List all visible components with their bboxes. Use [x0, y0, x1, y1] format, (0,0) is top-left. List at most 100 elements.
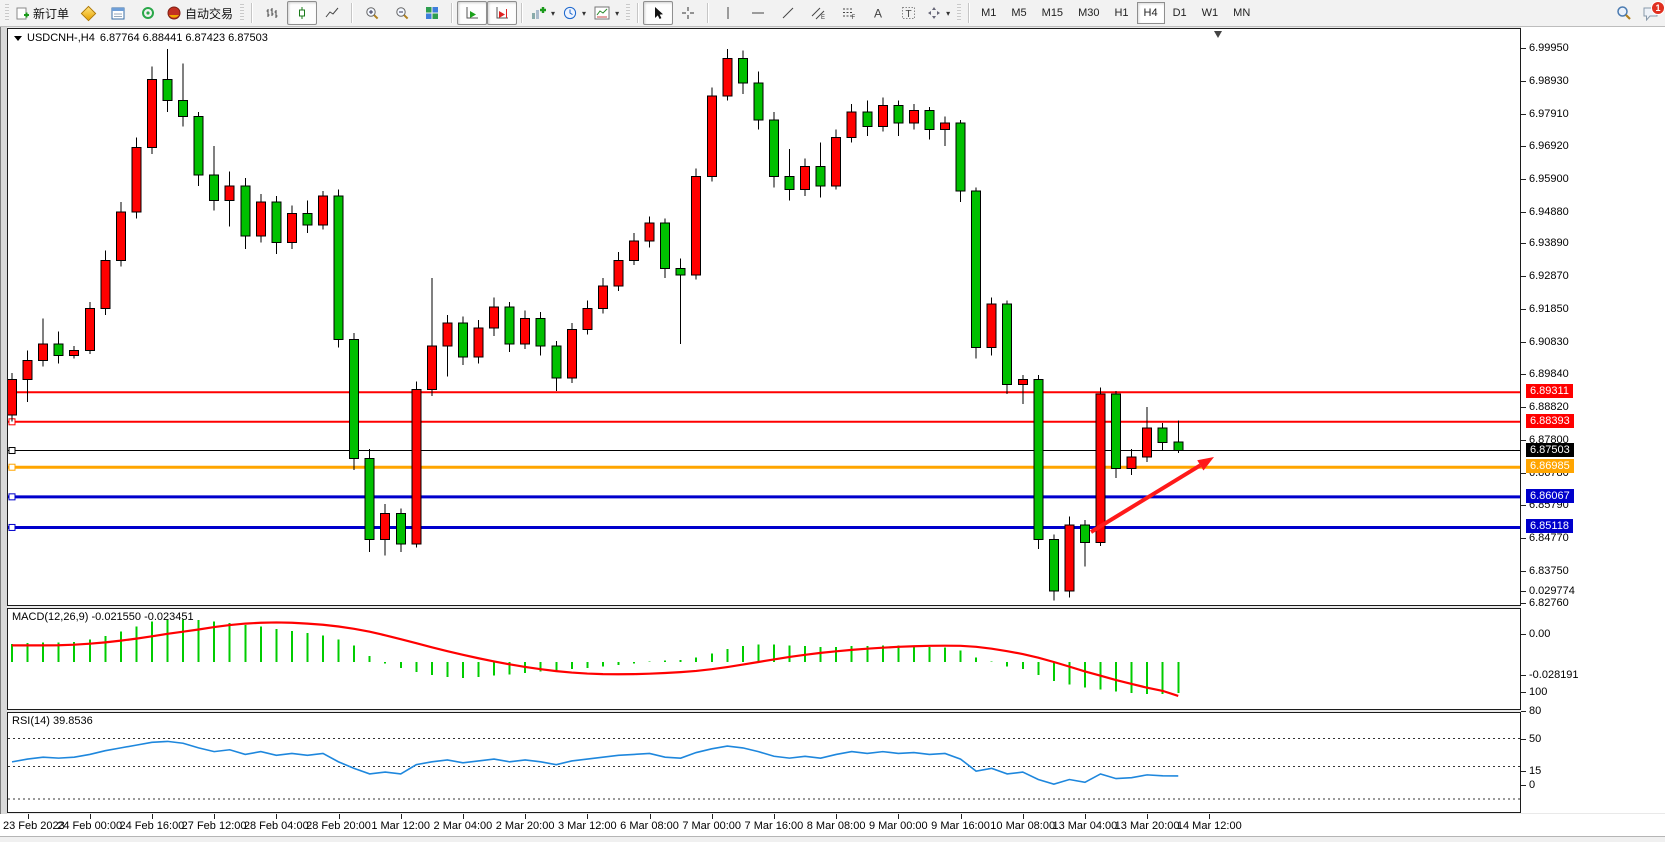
candle-body — [1095, 393, 1106, 544]
price-tag: 6.87503 — [1526, 442, 1574, 457]
time-axis-label: 14 Mar 12:00 — [1176, 820, 1242, 832]
candle-body — [691, 175, 702, 276]
data-window-button[interactable] — [103, 1, 133, 25]
macd-canvas[interactable] — [8, 609, 1520, 709]
trendline-icon — [782, 7, 794, 19]
period-button[interactable]: ▾ — [559, 1, 590, 25]
auto-scroll-button[interactable] — [457, 1, 488, 25]
axis-tick — [1521, 472, 1526, 474]
navigator-button[interactable] — [133, 1, 163, 25]
timeframe-button-M1[interactable]: M1 — [981, 7, 997, 19]
trend-arrow-head — [1197, 457, 1214, 471]
auto-scroll-icon — [466, 7, 479, 19]
svg-text:A: A — [874, 7, 882, 21]
main-chart-pane[interactable]: USDCNH-,H4 6.87764 6.88441 6.87423 6.875… — [7, 28, 1521, 606]
time-axis[interactable]: 23 Feb 2023 24 Feb 00:00 24 Feb 16:00 27 Fe… — [0, 814, 1665, 836]
axis-tick — [1521, 692, 1526, 693]
notifications-button[interactable]: 1 — [1642, 0, 1665, 21]
arrows-dropdown-icon[interactable]: ▾ — [946, 8, 951, 18]
candle-body — [535, 317, 546, 347]
cursor-icon — [655, 7, 664, 19]
time-axis-tick — [773, 814, 775, 819]
time-axis-label: 9 Mar 16:00 — [931, 820, 990, 832]
zoom-in-icon — [366, 7, 379, 20]
price-axis-label: 6.84770 — [1529, 531, 1569, 544]
vertical-line-button[interactable] — [713, 1, 743, 25]
candle-body — [1126, 456, 1137, 469]
time-axis-label: 9 Mar 00:00 — [868, 820, 928, 832]
price-axis-label: 6.82760 — [1529, 596, 1569, 609]
clock-icon — [563, 6, 577, 20]
symbol-dropdown-icon[interactable] — [14, 35, 22, 41]
price-axis-label: 6.92870 — [1529, 270, 1569, 283]
timeframe-button-W1[interactable]: W1 — [1201, 7, 1219, 19]
rsi-canvas[interactable] — [8, 713, 1520, 812]
price-axis[interactable]: 6.99950 6.98930 6.97910 6.96920 6.95900 6.948… — [1521, 27, 1665, 813]
timeframe-button-H1[interactable]: H1 — [1114, 7, 1129, 19]
level-line-handle — [8, 523, 16, 531]
search-icon[interactable] — [1616, 5, 1632, 21]
price-axis-label: 6.99950 — [1529, 42, 1569, 54]
indicators-button[interactable]: ▾ — [527, 1, 559, 25]
auto-trading-icon — [167, 6, 181, 20]
market-watch-button[interactable] — [73, 1, 103, 25]
bar-chart-button[interactable] — [257, 1, 287, 25]
auto-trading-button[interactable]: 自动交易 — [163, 1, 237, 25]
text-button[interactable]: A — [863, 1, 893, 25]
timeframe-button-M5[interactable]: M5 — [1011, 7, 1027, 19]
zoom-out-button[interactable] — [387, 1, 417, 25]
time-axis-tick — [400, 814, 402, 819]
fibonacci-button[interactable]: F — [833, 1, 863, 25]
price-chart-canvas[interactable] — [8, 29, 1520, 605]
candle-body — [115, 211, 126, 261]
candlestick-chart-button[interactable] — [287, 1, 318, 25]
candle-body — [411, 388, 422, 545]
arrows-icon — [928, 7, 941, 19]
crosshair-button[interactable] — [673, 1, 703, 25]
time-axis-label: 3 Mar 12:00 — [557, 820, 617, 832]
time-axis-tick — [836, 814, 838, 819]
timeframe-button-MN[interactable]: MN — [1233, 7, 1251, 19]
candle-body — [1079, 524, 1090, 544]
text-label-button[interactable]: T — [893, 1, 923, 25]
chart-shift-button[interactable] — [487, 1, 518, 25]
candle-body — [566, 329, 577, 379]
arrows-button[interactable]: ▾ — [923, 1, 954, 25]
candle-body — [706, 95, 717, 177]
time-axis-label: 7 Mar 00:00 — [682, 820, 742, 832]
time-axis-tick — [898, 814, 900, 819]
candle-body — [302, 213, 313, 226]
rsi-pane[interactable]: RSI(14) 39.8536 — [7, 712, 1521, 813]
equidistant-channel-button[interactable]: E — [803, 1, 833, 25]
chart-header: USDCNH-,H4 6.87764 6.88441 6.87423 6.875… — [14, 32, 268, 44]
new-order-button[interactable]: 新订单 — [12, 1, 73, 25]
time-axis-tick — [649, 814, 651, 819]
macd-pane[interactable]: MACD(12,26,9) -0.021550 -0.023451 — [7, 608, 1521, 710]
level-line-handle — [8, 463, 16, 471]
period-dropdown-icon[interactable]: ▾ — [582, 8, 587, 18]
timeframe-button-M15[interactable]: M15 — [1041, 7, 1064, 19]
axis-tick — [1521, 374, 1526, 376]
candle-body — [349, 338, 360, 460]
time-axis-tick — [1209, 814, 1211, 819]
level-line-handle — [8, 447, 16, 455]
axis-tick — [1521, 342, 1526, 344]
template-dropdown-icon[interactable]: ▾ — [615, 8, 620, 18]
zoom-in-button[interactable] — [357, 1, 387, 25]
candle-body — [53, 343, 64, 356]
cursor-button[interactable] — [643, 1, 674, 25]
indicators-dropdown-icon[interactable]: ▾ — [551, 8, 556, 18]
timeframe-button-M30[interactable]: M30 — [1078, 7, 1100, 19]
candle-body — [473, 327, 484, 358]
tile-windows-button[interactable] — [417, 1, 447, 25]
template-button[interactable]: ▾ — [590, 1, 623, 25]
axis-tick — [1521, 785, 1526, 786]
line-chart-icon — [325, 7, 339, 18]
horizontal-line-button[interactable] — [743, 1, 773, 25]
trendline-button[interactable] — [773, 1, 803, 25]
timeframe-button-D1[interactable]: D1 — [1172, 7, 1187, 19]
line-chart-button[interactable] — [317, 1, 347, 25]
candle-body — [504, 306, 515, 345]
time-axis-label: 28 Feb 20:00 — [306, 820, 371, 832]
timeframe-button-H4[interactable]: H4 — [1136, 2, 1165, 24]
